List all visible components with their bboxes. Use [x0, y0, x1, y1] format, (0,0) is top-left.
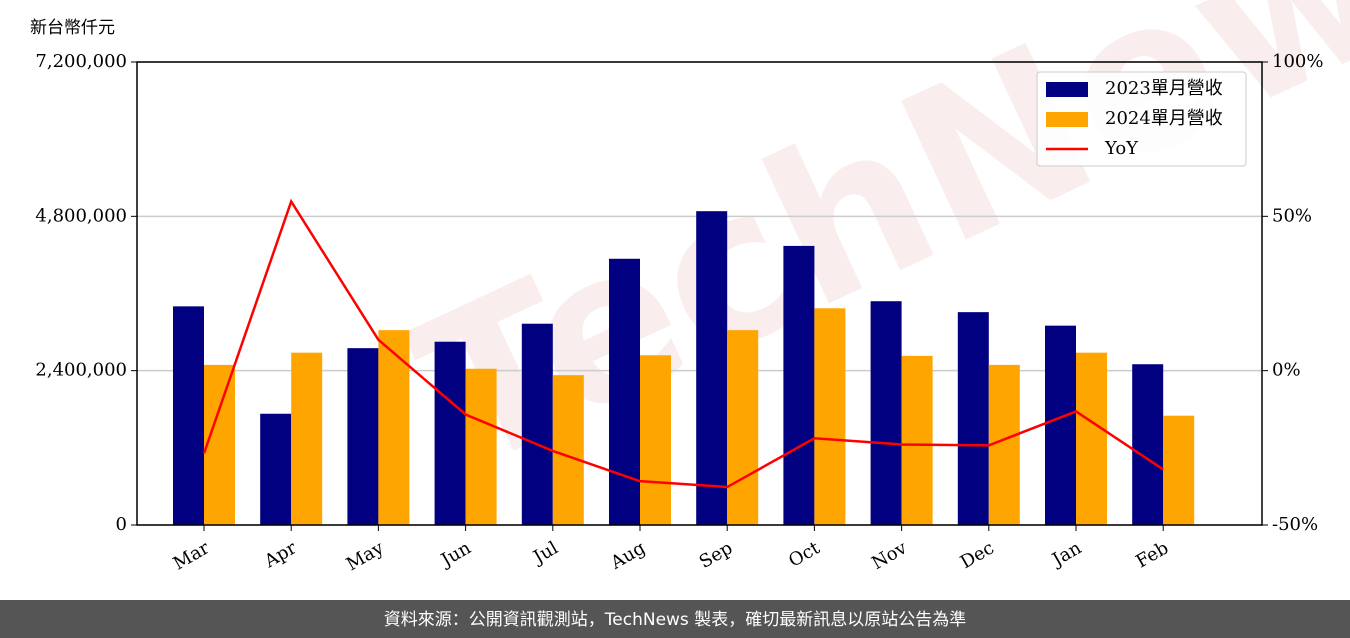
bar: [640, 355, 671, 525]
plot-frame: [136, 61, 1263, 526]
line: [202, 198, 1164, 489]
bar: [521, 323, 553, 525]
bar: [204, 364, 235, 525]
bar: [291, 352, 323, 525]
x-tick-label: Mar: [170, 537, 214, 574]
bar: [173, 306, 204, 525]
x-tick-label: Jan: [1047, 537, 1085, 571]
legend-swatch: [1046, 112, 1088, 127]
bar: [957, 312, 989, 525]
y2-tick-label: -50%: [1272, 514, 1318, 535]
y2-tick-label: 100%: [1272, 51, 1323, 72]
x-tick-label: Feb: [1133, 537, 1173, 572]
x-tick-label: Dec: [957, 537, 998, 573]
bar: [260, 413, 292, 525]
legend-label: 2023單月營收: [1105, 78, 1223, 99]
x-tick-label: Aug: [606, 537, 649, 574]
y-tick-label: 4,800,000: [35, 205, 127, 226]
bar: [696, 211, 728, 525]
legend-swatch: [1046, 82, 1088, 97]
bar: [347, 348, 379, 525]
bar: [1132, 364, 1164, 525]
y2-tick-label: 50%: [1272, 205, 1312, 226]
x-tick-label: Sep: [696, 537, 736, 572]
bar: [1045, 325, 1076, 525]
bar: [609, 258, 640, 525]
bar: [727, 330, 759, 525]
bar: [814, 308, 846, 525]
bar: [870, 301, 902, 525]
bar: [988, 364, 1020, 525]
bar: [1163, 415, 1195, 525]
bar: [434, 341, 466, 525]
legend-label: 2024單月營收: [1105, 108, 1223, 129]
legend-label: YoY: [1104, 138, 1139, 159]
bar: [378, 330, 410, 525]
bar: [783, 245, 815, 526]
x-tick-label: Nov: [868, 537, 911, 574]
bar: [465, 368, 497, 525]
y-tick-label: 0: [116, 514, 127, 535]
x-tick-label: Jun: [436, 537, 475, 572]
x-tick-label: Jul: [528, 537, 562, 569]
footer: 資料來源：公開資訊觀測站，TechNews 製表，確切最新訊息以原站公告為準: [384, 610, 966, 630]
x-tick-label: Oct: [785, 537, 824, 572]
x-tick-label: May: [343, 537, 388, 575]
legend-box: [1036, 71, 1247, 167]
y-tick-label: 7,200,000: [35, 51, 127, 72]
bar: [552, 375, 584, 525]
y-tick-label: 2,400,000: [35, 360, 127, 381]
y2-tick-label: 0%: [1272, 360, 1301, 381]
y-axis-title: 新台幣仟元: [30, 18, 115, 38]
bar: [1076, 352, 1107, 525]
bar: [901, 355, 933, 525]
x-tick-label: Apr: [260, 537, 300, 572]
footer-bar: [0, 600, 1350, 638]
